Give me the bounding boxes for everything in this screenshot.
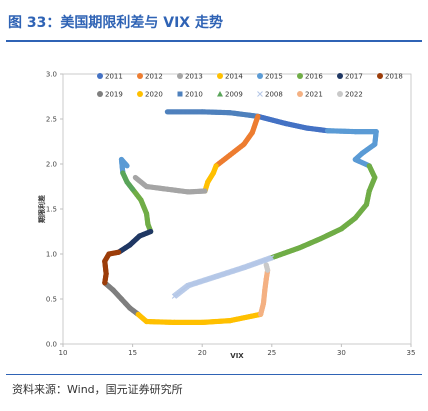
legend-marker [297,91,303,97]
series-2015 [118,156,130,176]
series-layer [102,109,379,325]
series-2016 [269,163,378,261]
series-2013 [132,174,208,195]
data-point [269,255,275,261]
legend-label: 2013 [185,73,203,81]
x-tick-label: 25 [267,349,276,357]
legend-marker [337,91,343,97]
data-point [263,262,269,268]
legend-label: 2009 [225,91,243,99]
series-2017 [116,228,154,255]
term-spread-vix-chart: 0.00.51.01.52.02.53.0 10 15 20 25 30 35 2011 2… [37,71,416,361]
series-2015 [324,128,379,169]
x-tick-label: 15 [128,349,137,357]
series-2021 [258,267,271,317]
legend-marker [137,91,143,97]
legend-label: 2017 [345,73,363,81]
legend-label: 2016 [305,73,323,81]
x-tick-label: 35 [407,349,416,357]
legend-marker [97,91,103,97]
series-2008 [171,255,275,299]
footer-divider [6,374,422,375]
series-2022 [263,262,271,273]
legend-label: 2022 [345,91,363,99]
x-axis-ticks: 10 15 20 25 30 35 [59,344,416,357]
legend-label: 2012 [145,73,163,81]
y-tick-label: 2.0 [46,161,57,169]
legend-label: 2015 [265,73,283,81]
title-divider [6,40,422,42]
y-axis-ticks: 0.0 0.5 1.0 1.5 2.0 2.5 3.0 [46,71,63,349]
x-tick-label: 20 [198,349,207,357]
legend-label: 2014 [225,73,243,81]
legend-label: 2019 [105,91,123,99]
data-point [130,186,136,192]
data-point [102,280,108,286]
legend-label: 2018 [385,73,403,81]
series-2020 [135,311,264,325]
series-2019 [102,280,141,317]
legend-marker [137,73,143,79]
y-tick-label: 1.5 [46,206,57,214]
legend-label: 2010 [185,91,203,99]
x-tick-label: 10 [59,349,68,357]
series-2009 [130,186,154,235]
legend: 2011 2012 2013 2014 2015 2016 2017 2018 2019 2020… [97,73,403,99]
source-note: 资料来源：Wind，国元证券研究所 [12,383,183,396]
series-2011 [255,113,331,134]
legend-label: 2020 [145,91,163,99]
legend-label: 2021 [305,91,323,99]
series-2012 [213,113,261,169]
series-2009 [120,170,136,192]
legend-marker [337,73,343,79]
data-point [124,163,130,169]
y-tick-label: 0.0 [46,341,57,349]
legend-marker [377,73,383,79]
series-2010 [164,109,261,119]
legend-marker [177,91,183,97]
y-tick-label: 0.5 [46,296,57,304]
legend-label: 2008 [265,91,283,99]
series-2018 [102,249,122,286]
x-axis-title: VIX [230,352,244,360]
legend-marker [257,73,263,79]
x-tick-label: 30 [337,349,346,357]
data-point [132,174,138,181]
page-title: 图 33：美国期限利差与 VIX 走势 [8,15,223,31]
y-tick-label: 3.0 [46,71,57,79]
y-tick-label: 2.5 [46,116,57,124]
y-tick-label: 1.0 [46,251,57,259]
legend-marker [97,73,103,79]
legend-label: 2011 [105,73,123,81]
legend-marker [257,91,263,97]
legend-marker [217,73,223,79]
legend-marker [297,73,303,79]
y-axis-title: 期限利差 [37,195,46,223]
legend-marker [177,73,183,79]
legend-marker [217,91,223,97]
